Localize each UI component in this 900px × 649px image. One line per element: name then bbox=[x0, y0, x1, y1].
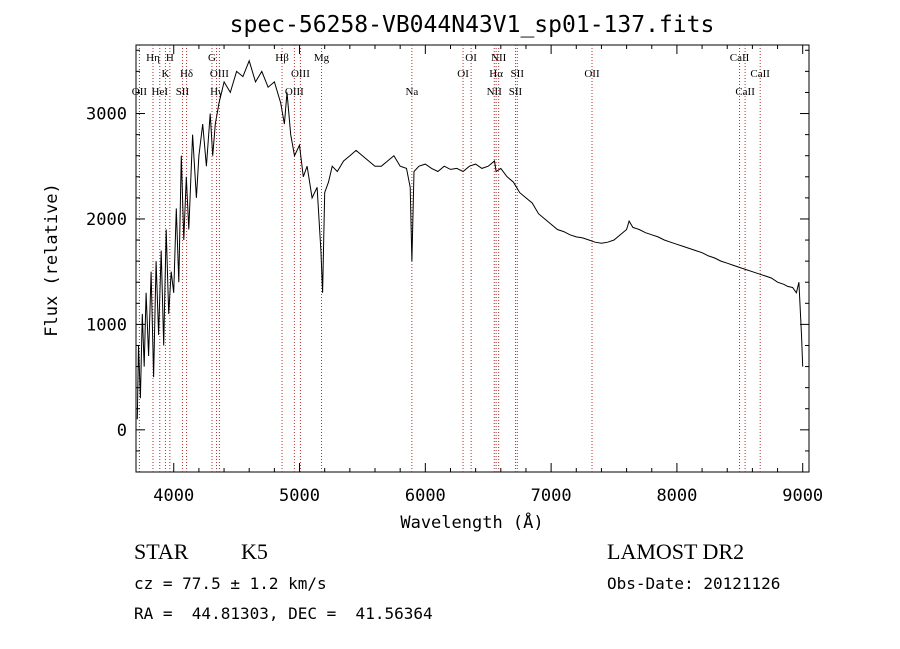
x-axis-label: Wavelength (Å) bbox=[400, 511, 543, 533]
y-tick-label: 3000 bbox=[86, 105, 127, 125]
spectral-line-label: Na bbox=[405, 86, 418, 98]
spectral-line-label: HeI bbox=[152, 86, 169, 98]
spectral-line-label: Hδ bbox=[180, 68, 193, 80]
plot-frame bbox=[135, 44, 810, 473]
y-tick-label: 2000 bbox=[86, 210, 127, 230]
spectral-line-label: CaII bbox=[750, 68, 770, 80]
spectral-line-label: OIII bbox=[291, 68, 310, 80]
x-tick-label: 6000 bbox=[405, 486, 446, 506]
spectral-line-label: CaII bbox=[730, 52, 750, 64]
redshift-text: cz = 77.5 ± 1.2 km/s bbox=[134, 574, 327, 593]
spectral-line-label: Hγ bbox=[210, 86, 223, 98]
spectral-line-label: Hβ bbox=[275, 52, 289, 64]
spectrum-line bbox=[136, 59, 804, 420]
spectral-line-label: SII bbox=[511, 68, 525, 80]
y-tick-label: 1000 bbox=[86, 315, 127, 335]
spectral-line-label: OI bbox=[465, 52, 477, 64]
spectral-line-label: OIII bbox=[210, 68, 229, 80]
y-tick-label: 0 bbox=[117, 421, 127, 441]
spectral-line-label: SII bbox=[509, 86, 523, 98]
spectral-line-label: OIII bbox=[285, 86, 304, 98]
y-axis-label: Flux (relative) bbox=[42, 183, 62, 337]
spectral-line-label: OI bbox=[457, 68, 469, 80]
spectral-line-label: Mg bbox=[314, 52, 330, 64]
obs-date: Obs-Date: 20121126 bbox=[607, 574, 781, 593]
spectral-line-label: OII bbox=[584, 68, 600, 80]
spectral-line-label: Hα bbox=[489, 68, 503, 80]
spectral-line-label: SII bbox=[176, 86, 190, 98]
spectral-line-label: NII bbox=[487, 86, 503, 98]
x-tick-label: 5000 bbox=[279, 486, 320, 506]
x-tick-label: 4000 bbox=[153, 486, 194, 506]
survey-name: LAMOST DR2 bbox=[607, 539, 745, 564]
object-subclass: K5 bbox=[241, 539, 268, 564]
spectral-line-label: H bbox=[166, 52, 174, 64]
spectral-line-label: Hη bbox=[146, 52, 160, 64]
x-tick-label: 9000 bbox=[782, 486, 823, 506]
spectral-line-label: CaII bbox=[735, 86, 755, 98]
spectral-line-label: K bbox=[161, 68, 169, 80]
x-tick-label: 8000 bbox=[656, 486, 697, 506]
spectral-line-label: G bbox=[208, 52, 216, 64]
x-tick-label: 7000 bbox=[531, 486, 572, 506]
object-class: STAR bbox=[134, 539, 189, 564]
spectral-line-label: NII bbox=[491, 52, 507, 64]
coordinates: RA = 44.81303, DEC = 41.56364 bbox=[134, 604, 433, 623]
chart-title: spec-56258-VB044N43V1_sp01-137.fits bbox=[230, 12, 715, 38]
